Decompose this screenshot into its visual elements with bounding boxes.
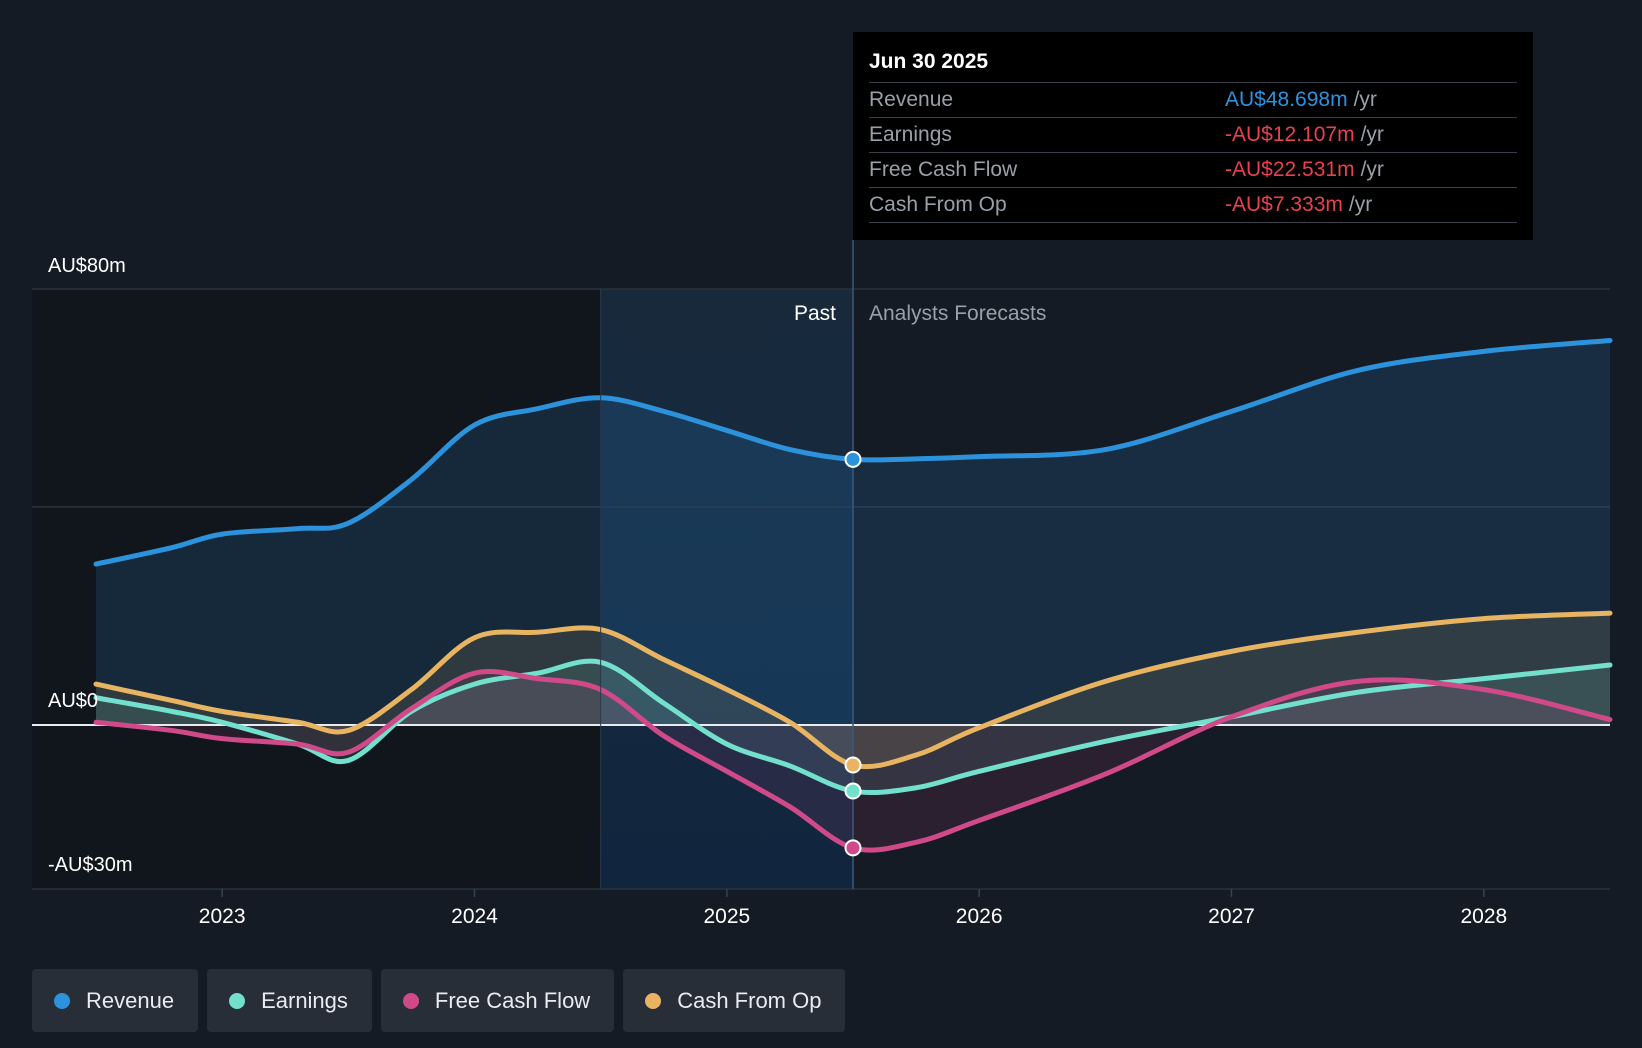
- forecast-label: Analysts Forecasts: [869, 302, 1046, 325]
- tooltip-unit: /yr: [1353, 88, 1377, 111]
- legend-item-cash-from-op[interactable]: Cash From Op: [623, 969, 846, 1032]
- y-label-bottom: -AU$30m: [48, 854, 132, 876]
- x-tick-label: 2028: [1460, 905, 1507, 928]
- tooltip-value: -AU$22.531m: [1225, 158, 1355, 181]
- x-tick-label: 2026: [956, 905, 1003, 928]
- tooltip: Jun 30 2025 Revenue AU$48.698m /yr Earni…: [853, 32, 1533, 240]
- tooltip-date: Jun 30 2025: [869, 46, 1517, 83]
- legend-dot-icon: [645, 992, 662, 1009]
- tooltip-row-earnings: Earnings -AU$12.107m /yr: [869, 118, 1517, 153]
- y-label-top: AU$80m: [48, 255, 126, 277]
- legend-label: Free Cash Flow: [434, 987, 591, 1013]
- cash-from-op-marker: [844, 756, 862, 774]
- tooltip-unit: /yr: [1348, 193, 1373, 216]
- legend-label: Earnings: [261, 987, 348, 1013]
- earnings-marker: [844, 782, 862, 800]
- x-tick-label: 2025: [703, 905, 750, 928]
- recent-past-highlight: [600, 289, 853, 889]
- x-tick-label: 2023: [199, 905, 246, 928]
- tooltip-value: -AU$12.107m: [1225, 123, 1355, 146]
- legend-label: Revenue: [86, 987, 175, 1013]
- tooltip-value: AU$48.698m: [1225, 88, 1348, 111]
- past-region-bg: [32, 289, 601, 889]
- free-cash-flow-marker: [844, 839, 862, 857]
- legend-item-free-cash-flow[interactable]: Free Cash Flow: [380, 969, 615, 1032]
- legend-dot-icon: [402, 992, 419, 1009]
- revenue-line: [93, 337, 1613, 567]
- cash-from-op-line: [93, 610, 1613, 770]
- legend-item-revenue[interactable]: Revenue: [32, 969, 199, 1032]
- tooltip-row-free-cash-flow: Free Cash Flow -AU$22.531m /yr: [869, 153, 1517, 188]
- tooltip-label: Revenue: [869, 88, 954, 111]
- revenue-marker: [844, 450, 862, 468]
- tooltip-label: Free Cash Flow: [869, 158, 1018, 181]
- y-label-zero: AU$0: [48, 690, 98, 712]
- tooltip-unit: /yr: [1360, 123, 1384, 146]
- tooltip-row-cash-from-op: Cash From Op -AU$7.333m /yr: [869, 188, 1517, 223]
- legend-label: Cash From Op: [677, 987, 822, 1013]
- tooltip-row-revenue: Revenue AU$48.698m /yr: [869, 83, 1517, 118]
- legend-item-earnings[interactable]: Earnings: [207, 969, 372, 1032]
- earnings-line: [93, 658, 1613, 796]
- tooltip-value: -AU$7.333m: [1225, 193, 1343, 216]
- free-cash-flow-line: [93, 669, 1613, 853]
- legend-dot-icon: [54, 992, 70, 1009]
- tooltip-label: Earnings: [869, 123, 952, 146]
- tooltip-label: Cash From Op: [869, 193, 1007, 216]
- past-label: Past: [794, 302, 836, 325]
- legend: Revenue Earnings Free Cash Flow Cash Fro…: [32, 969, 846, 1032]
- x-tick-label: 2024: [451, 905, 498, 928]
- x-tick-label: 2027: [1208, 905, 1255, 928]
- legend-dot-icon: [229, 992, 246, 1009]
- tooltip-unit: /yr: [1360, 158, 1384, 181]
